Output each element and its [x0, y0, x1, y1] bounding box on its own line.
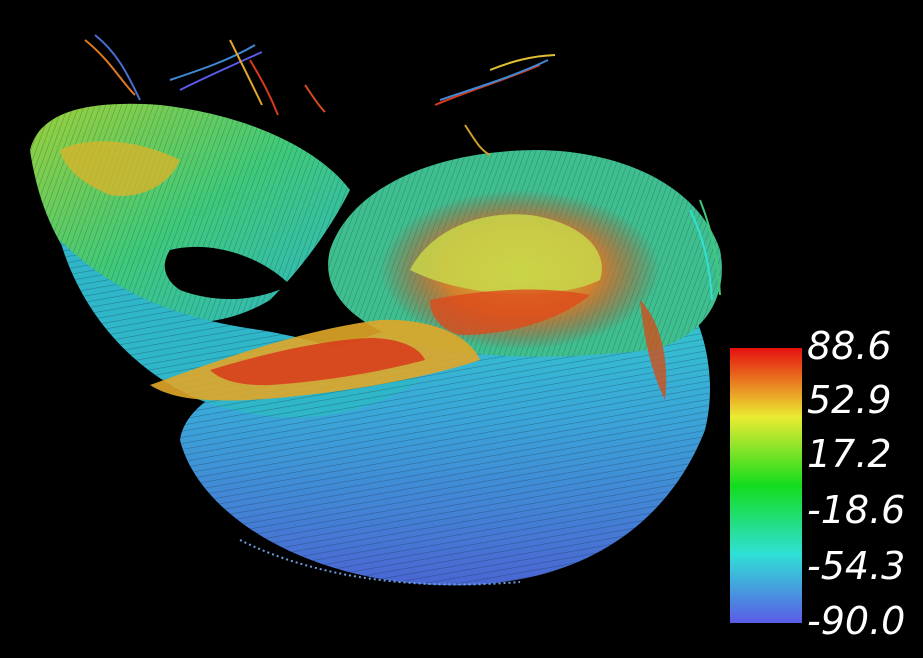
- warm-band-red: [210, 338, 425, 386]
- colorbar-label: -54.3: [807, 544, 906, 588]
- heart-shape: [30, 34, 722, 586]
- warm-band-far-right: [640, 300, 667, 400]
- colorbar-label-min: -90.0: [807, 599, 906, 643]
- right-fringe-fibers: [689, 199, 721, 301]
- warm-band-right: [430, 289, 590, 335]
- bottom-edge: [239, 539, 521, 586]
- left-lobe-warm: [60, 141, 180, 196]
- colorbar-label: 52.9: [807, 378, 892, 422]
- colorbar-gradient: [730, 348, 802, 623]
- colorbar-label: -18.6: [807, 488, 906, 532]
- left-lobe-opening: [164, 246, 290, 300]
- colorbar-label: 17.2: [807, 432, 892, 476]
- right-chamber-opening: [410, 214, 602, 294]
- colorbar-label-max: 88.6: [807, 324, 892, 368]
- loose-fiber-strands: [84, 34, 556, 156]
